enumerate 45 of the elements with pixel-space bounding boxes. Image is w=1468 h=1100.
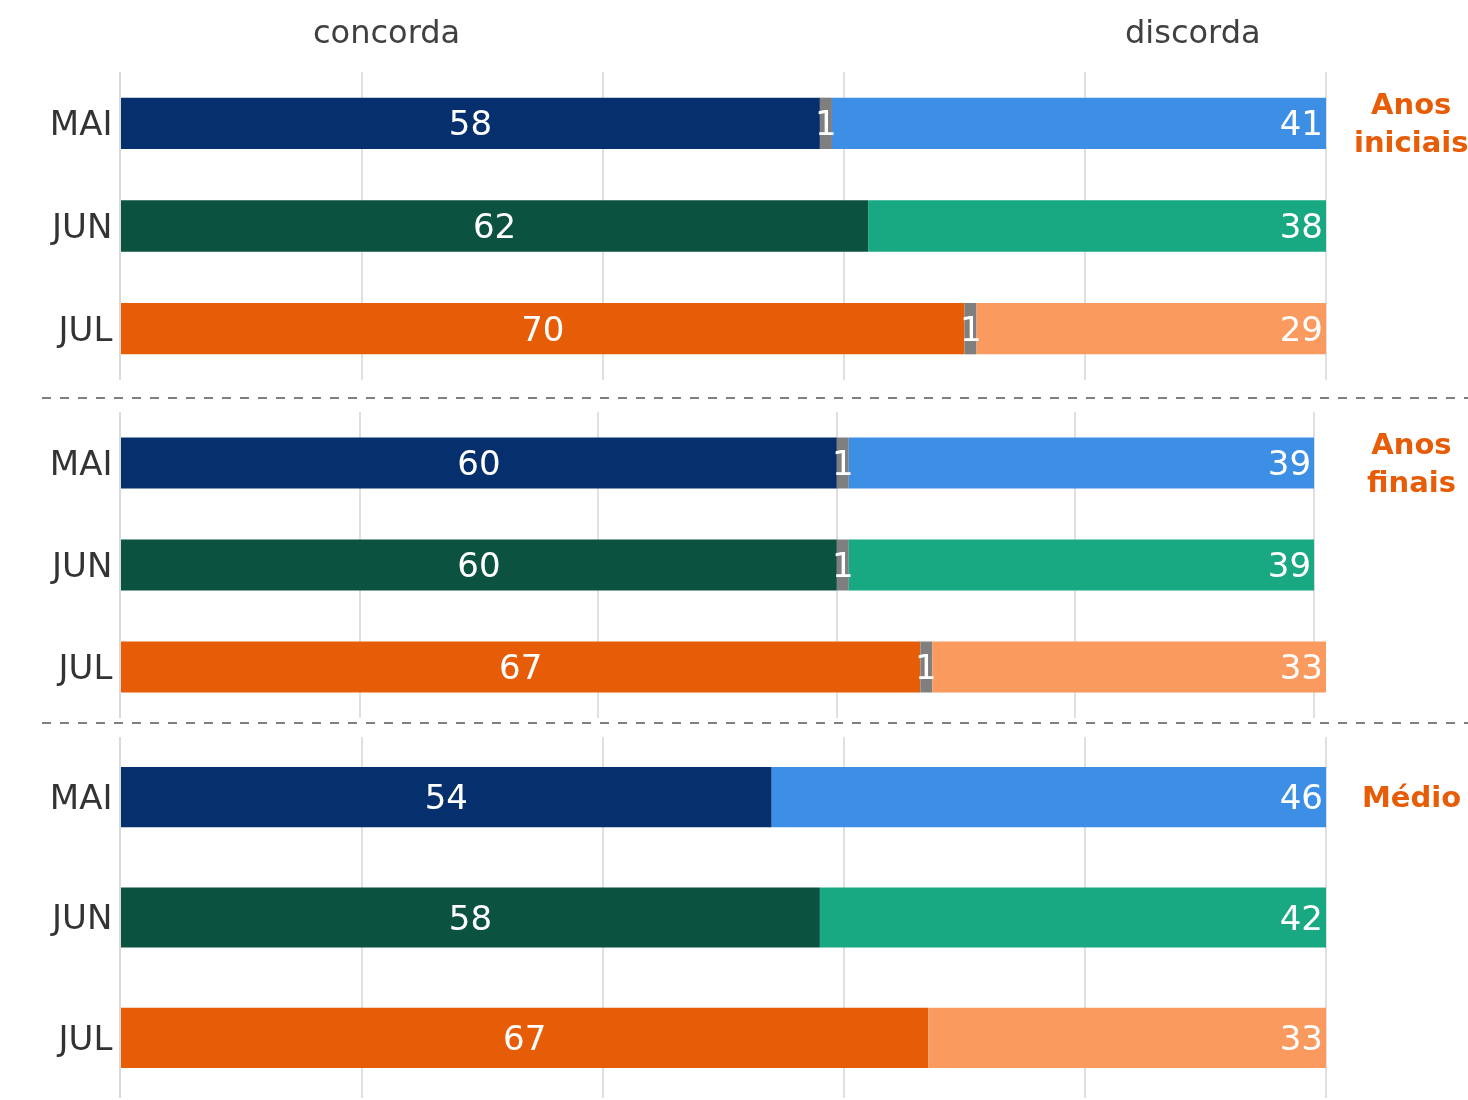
data-label: 29 — [1279, 308, 1323, 349]
series-label: discorda — [1125, 13, 1261, 51]
data-label: 62 — [472, 206, 517, 246]
y-tick-label: JUL — [56, 308, 113, 349]
text: Anos finais — [1367, 427, 1456, 499]
data-label: 60 — [457, 443, 501, 483]
bar — [771, 767, 1326, 828]
series-label: concorda — [313, 13, 461, 51]
data-label: 70 — [521, 308, 565, 349]
y-tick-label: JUN — [50, 897, 113, 938]
data-label: 46 — [1279, 777, 1323, 818]
data-label: 58 — [448, 897, 493, 938]
data-label: 54 — [424, 777, 468, 818]
data-label: 67 — [499, 647, 543, 687]
bar — [868, 200, 1326, 252]
y-tick-label: JUL — [56, 646, 113, 687]
data-label: 42 — [1279, 897, 1323, 938]
y-tick-label: JUN — [50, 205, 113, 246]
text: Anos iniciais — [1354, 87, 1468, 159]
data-label: 39 — [1267, 443, 1312, 483]
data-label: 41 — [1279, 103, 1323, 144]
y-tick-label: JUN — [50, 544, 113, 585]
bar — [932, 641, 1326, 693]
y-tick-label: MAI — [49, 442, 113, 483]
bar — [928, 1007, 1326, 1068]
data-label: 58 — [448, 103, 493, 144]
bar — [121, 887, 820, 948]
data-label: 33 — [1279, 647, 1323, 687]
data-label: 39 — [1267, 545, 1312, 585]
y-tick-label: MAI — [49, 103, 113, 144]
data-label: 60 — [457, 545, 501, 585]
y-tick-label: JUL — [56, 1017, 113, 1058]
bar — [121, 97, 820, 149]
bar — [121, 539, 837, 591]
text: Médio — [1362, 780, 1462, 814]
data-label: 33 — [1279, 1017, 1323, 1058]
bar — [819, 887, 1326, 948]
y-tick-label: MAI — [49, 777, 113, 818]
bar — [121, 200, 869, 252]
data-label: 67 — [503, 1017, 547, 1058]
bar — [121, 303, 965, 355]
data-label: 38 — [1279, 206, 1323, 246]
bar — [121, 767, 772, 828]
bar — [121, 437, 837, 489]
bar — [121, 1007, 929, 1068]
